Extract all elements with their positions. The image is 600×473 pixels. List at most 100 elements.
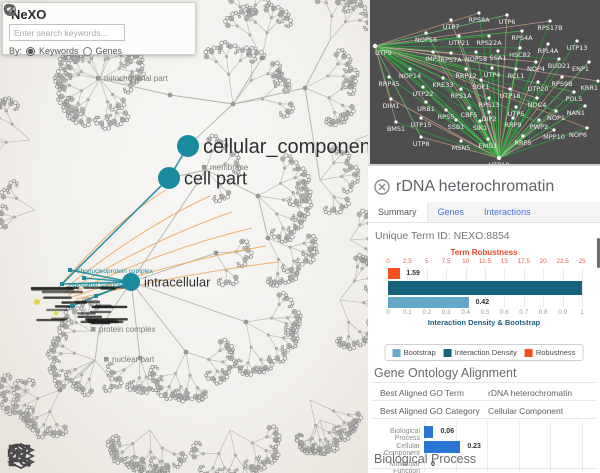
tree-node[interactable] <box>329 148 333 152</box>
tree-node[interactable] <box>108 122 112 126</box>
tree-node[interactable] <box>362 337 367 341</box>
tree-node[interactable] <box>184 391 188 396</box>
tree-node[interactable] <box>12 410 16 414</box>
gene-node[interactable] <box>496 49 500 53</box>
tree-node[interactable] <box>274 431 278 435</box>
tree-node[interactable] <box>294 199 298 203</box>
tree-node[interactable] <box>349 85 353 89</box>
tree-node[interactable] <box>296 266 300 271</box>
gene-node[interactable] <box>487 96 491 100</box>
tree-node[interactable] <box>194 394 198 399</box>
tree-node[interactable] <box>297 212 302 216</box>
tree-node[interactable] <box>251 369 255 373</box>
tree-node[interactable] <box>275 356 280 360</box>
tree-node[interactable] <box>234 275 238 279</box>
tree-node[interactable] <box>340 151 345 155</box>
tree-node[interactable] <box>289 230 293 235</box>
gene-node[interactable] <box>486 137 490 141</box>
tree-node[interactable] <box>110 384 114 389</box>
tree-node[interactable] <box>272 6 276 11</box>
tree-node[interactable] <box>271 62 275 66</box>
gene-node[interactable] <box>421 85 425 89</box>
tree-node[interactable] <box>133 387 137 391</box>
tree-node[interactable] <box>260 367 265 371</box>
tree-node[interactable] <box>331 120 336 124</box>
tree-node[interactable] <box>346 343 350 347</box>
tab-genes[interactable]: Genes <box>437 207 465 217</box>
tree-node[interactable] <box>249 78 253 82</box>
gene-node[interactable] <box>372 43 378 49</box>
tree-node[interactable] <box>218 45 223 50</box>
tree-node[interactable] <box>353 172 357 177</box>
tree-node[interactable] <box>60 368 64 373</box>
gene-node[interactable] <box>552 128 556 132</box>
tree-node[interactable] <box>78 385 82 389</box>
tree-node[interactable] <box>342 342 346 346</box>
tree-node[interactable] <box>139 468 143 472</box>
gene-node[interactable] <box>424 100 428 104</box>
tree-node[interactable] <box>366 332 368 336</box>
tree-node[interactable] <box>336 119 340 123</box>
gene-node[interactable] <box>487 34 491 38</box>
tree-node[interactable] <box>0 211 4 216</box>
tree-node[interactable] <box>349 184 353 188</box>
tree-node[interactable] <box>134 462 138 467</box>
tree-node[interactable] <box>294 225 298 229</box>
tree-node[interactable] <box>151 372 155 377</box>
tree-node[interactable] <box>99 121 103 125</box>
tree-node[interactable] <box>297 167 301 171</box>
tree-node[interactable] <box>331 208 335 212</box>
tree-node[interactable] <box>23 380 28 385</box>
tree-node[interactable] <box>307 448 311 452</box>
gene-node[interactable] <box>505 13 509 17</box>
tree-node[interactable] <box>52 367 56 371</box>
tree-node[interactable] <box>65 315 69 319</box>
tree-node[interactable] <box>114 451 119 455</box>
tree-node[interactable] <box>178 457 182 461</box>
tree-node[interactable] <box>63 425 67 429</box>
tree-node[interactable] <box>52 356 57 360</box>
tree-node[interactable] <box>272 454 276 458</box>
tree-node[interactable] <box>333 438 337 442</box>
tree-node[interactable] <box>74 114 78 118</box>
tree-node[interactable] <box>226 23 230 27</box>
tree-node[interactable] <box>0 220 4 224</box>
tree-node[interactable] <box>273 280 277 284</box>
tree-node[interactable] <box>367 277 368 280</box>
tree-node[interactable] <box>299 440 303 444</box>
tree-node[interactable] <box>67 110 71 115</box>
tree-node[interactable] <box>57 82 62 86</box>
tree-node[interactable] <box>337 430 341 434</box>
gene-node[interactable] <box>431 50 435 54</box>
tree-node[interactable] <box>357 212 361 216</box>
graph-node[interactable] <box>183 349 189 355</box>
gene-node[interactable] <box>394 120 398 124</box>
tree-node[interactable] <box>365 13 368 17</box>
tree-node[interactable] <box>303 259 308 263</box>
tree-node[interactable] <box>277 74 281 78</box>
graph-node[interactable] <box>104 357 109 362</box>
gene-node[interactable] <box>518 46 522 50</box>
tree-node[interactable] <box>310 240 315 244</box>
tree-node[interactable] <box>9 101 13 106</box>
tree-node[interactable] <box>286 109 290 113</box>
gene-node[interactable] <box>454 118 458 122</box>
tree-node[interactable] <box>129 462 134 466</box>
tree-node[interactable] <box>61 332 66 336</box>
gene-node[interactable] <box>487 110 491 114</box>
tree-node[interactable] <box>364 214 368 219</box>
tree-node[interactable] <box>72 310 77 314</box>
gene-node[interactable] <box>536 80 540 84</box>
tree-node[interactable] <box>56 338 60 342</box>
tree-node[interactable] <box>340 205 344 210</box>
tree-node[interactable] <box>346 432 351 436</box>
tree-node[interactable] <box>326 449 330 453</box>
tree-node[interactable] <box>266 458 270 462</box>
tree-node[interactable] <box>248 13 252 17</box>
ontology-canvas[interactable]: ribonucleoprotein complex ribosomal subun… <box>0 0 368 473</box>
gene-node[interactable] <box>467 106 471 110</box>
tree-node[interactable] <box>227 366 231 370</box>
gene-node[interactable] <box>585 126 589 130</box>
tree-node[interactable] <box>58 74 62 78</box>
tree-node[interactable] <box>119 458 124 462</box>
